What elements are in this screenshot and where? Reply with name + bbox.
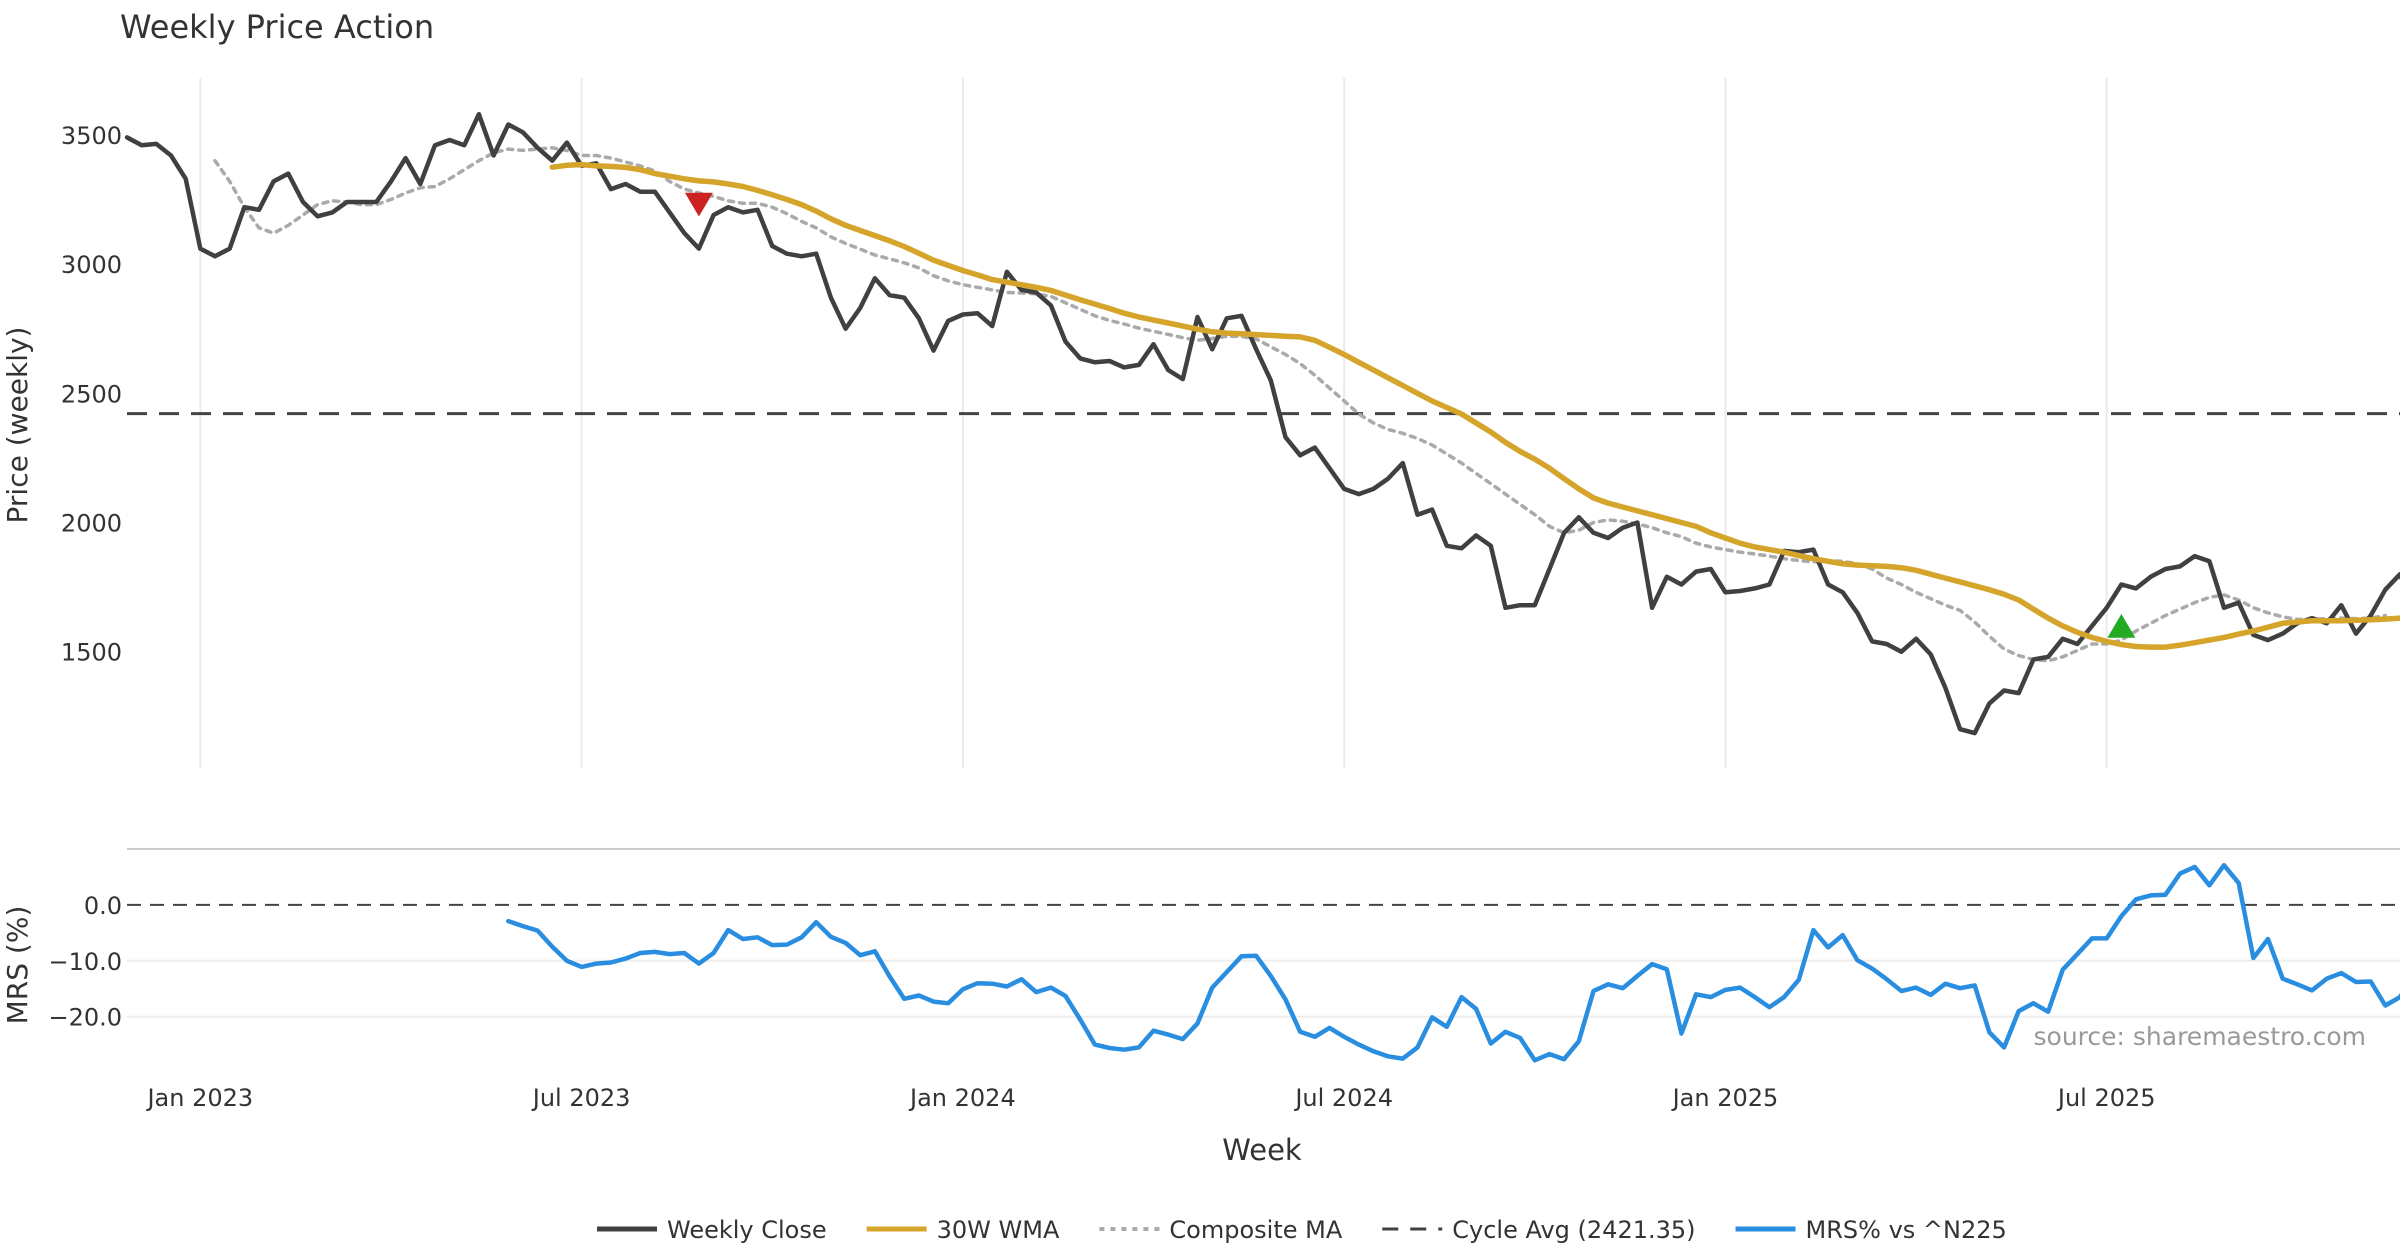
x-tick-jan-2024: Jan 2024 [908,1084,1016,1112]
price-series-group [124,111,2400,736]
series-line-30w-wma [549,161,2400,650]
x-tick-jan-2025: Jan 2025 [1671,1084,1779,1112]
mrs-y-tick-1: −10.0 [48,948,122,976]
legend-label-30w-wma: 30W WMA [937,1216,1060,1244]
series-line-mrs-vs-n225 [506,862,2400,1063]
price-panel: 1500 2000 2500 3000 3500 Price (weekly) [1,78,2400,768]
price-vertical-grid [199,78,2108,768]
mrs-y-ticks: 0.0 −10.0 −20.0 [48,892,122,1032]
x-tick-jul-2024: Jul 2024 [1293,1084,1393,1112]
x-tick-jan-2023: Jan 2023 [145,1084,253,1112]
price-y-axis-label: Price (weekly) [1,327,34,524]
mrs-y-axis-label: MRS (%) [1,906,34,1025]
x-tick-jul-2025: Jul 2025 [2056,1084,2156,1112]
price-y-tick-1500: 1500 [61,639,122,667]
price-y-tick-2000: 2000 [61,509,122,537]
mrs-horizontal-grid [127,959,2400,1018]
source-annotation: source: sharemaestro.com [2034,1022,2367,1051]
legend-item-mrs-vs-n225: MRS% vs ^N225 [1735,1216,2007,1244]
legend-label-cycle-avg-2421-35: Cycle Avg (2421.35) [1452,1216,1695,1244]
price-y-tick-3500: 3500 [61,122,122,150]
sell-signal-marker [684,192,713,217]
series-line-composite-ma [213,146,2388,663]
chart-title: Weekly Price Action [120,8,434,46]
legend-label-mrs-vs-n225: MRS% vs ^N225 [1806,1216,2007,1244]
legend-item-cycle-avg-2421-35: Cycle Avg (2421.35) [1382,1216,1696,1244]
legend-item-weekly-close: Weekly Close [597,1216,827,1244]
legend-label-weekly-close: Weekly Close [667,1216,827,1244]
mrs-y-tick-2: −20.0 [48,1004,122,1032]
mrs-panel: 0.0 −10.0 −20.0 MRS (%) source: sharemaest… [1,848,2400,1167]
price-y-tick-3000: 3000 [61,251,122,279]
legend-item-composite-ma: Composite MA [1099,1216,1343,1244]
signal-markers [684,192,2136,638]
price-y-ticks: 1500 2000 2500 3000 3500 [61,122,122,667]
legend-label-composite-ma: Composite MA [1169,1216,1342,1244]
mrs-y-tick-0: 0.0 [84,892,122,920]
legend: Weekly Close 30W WMA Composite MA Cycle Avg… [597,1216,2007,1244]
price-y-tick-2500: 2500 [61,380,122,408]
x-axis-ticks: Jan 2023 Jul 2023 Jan 2024 Jul 2024 Jan 2025… [145,1084,2155,1112]
x-axis-label: Week [1222,1133,1302,1167]
x-tick-jul-2023: Jul 2023 [531,1084,631,1112]
legend-item-30w-wma: 30W WMA [866,1216,1060,1244]
series-line-weekly-close [124,111,2400,736]
buy-signal-marker [2107,613,2136,638]
mrs-series-group [506,862,2400,1063]
